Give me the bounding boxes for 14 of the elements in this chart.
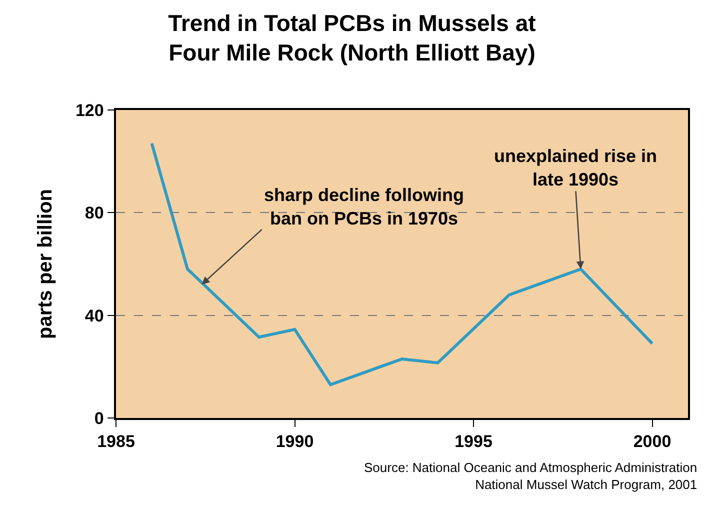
annotation: sharp decline following ban on PCBs in 1970s (264, 185, 464, 228)
y-tick-label: 120 (75, 100, 104, 120)
x-tick-label: 1985 (97, 432, 135, 452)
y-tick-label: 80 (84, 204, 104, 223)
x-tick-label: 1995 (454, 432, 492, 452)
y-axis-title: parts per billion (34, 188, 56, 340)
y-tick-label: 40 (84, 306, 104, 326)
source-note: Source: National Oceanic and Atmospheric Administration National Mussel Watch Program, 2001 (364, 460, 698, 492)
chart-title: Trend in Total PCBs in Mussels at Four Mile Rock (North Elliott Bay) (168, 10, 536, 66)
annotation: unexplained rise in late 1990s (494, 146, 658, 190)
line-series (150, 142, 654, 386)
x-tick-label: 1990 (276, 432, 314, 452)
y-tick-label: 0 (94, 408, 104, 428)
x-tick-label: 2000 (633, 432, 672, 452)
